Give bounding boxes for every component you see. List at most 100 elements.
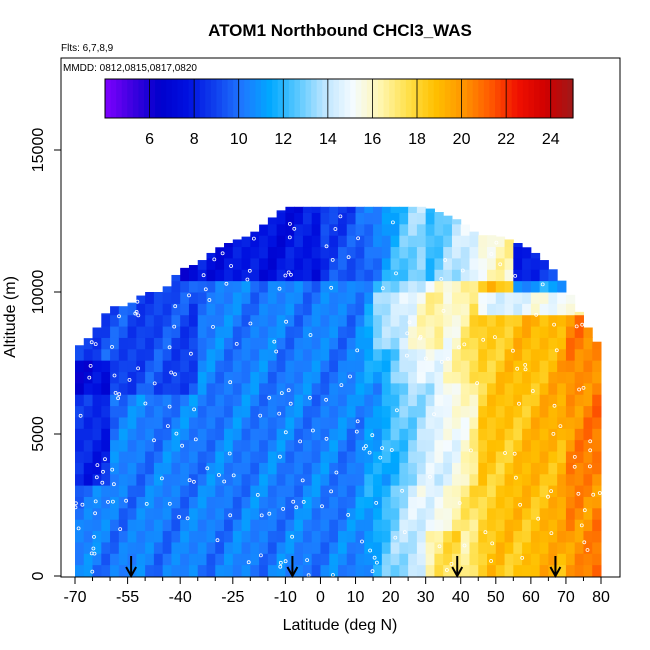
heat-cell [171, 274, 181, 282]
heat-cell [206, 473, 216, 486]
sample-point [283, 559, 288, 564]
heat-cell [592, 394, 602, 407]
colorbar-segment [127, 79, 134, 118]
heat-cell [399, 519, 409, 532]
heat-cell [399, 348, 409, 361]
heat-cell [434, 269, 444, 282]
heat-cell [110, 337, 120, 350]
heat-cell [364, 507, 374, 520]
heat-cell [346, 507, 357, 520]
heat-cell [320, 212, 330, 225]
heat-cell [539, 485, 549, 497]
heat-cell [276, 473, 286, 486]
heat-cell [294, 269, 304, 282]
heat-cell [171, 541, 181, 554]
sample-point [78, 413, 83, 418]
heat-cell [267, 303, 278, 316]
sample-point [267, 395, 272, 400]
heat-cell [530, 348, 541, 361]
colorbar-segment [422, 79, 429, 118]
heat-cell [302, 519, 313, 532]
heat-cell [381, 212, 392, 225]
heat-cell [145, 462, 155, 475]
sample-point [277, 286, 282, 291]
heat-cell [557, 462, 567, 475]
heat-cell [250, 360, 260, 373]
heat-cell [259, 371, 269, 384]
heat-cell [338, 416, 348, 429]
heat-cell [548, 530, 558, 543]
sample-point [552, 403, 557, 408]
sample-point [370, 569, 375, 574]
heat-cell [302, 530, 313, 543]
heat-cell [311, 405, 321, 418]
heat-cell [250, 292, 260, 304]
heat-cell [302, 541, 313, 554]
heat-cell [592, 473, 602, 486]
heat-cell [381, 496, 392, 509]
heat-cell [329, 303, 339, 316]
heat-cell [329, 235, 339, 248]
heat-cell [311, 462, 321, 475]
heat-cell [390, 337, 400, 350]
heat-cell [539, 371, 549, 384]
heat-cell [539, 360, 549, 373]
heat-cell [425, 382, 435, 395]
sample-point [374, 500, 379, 505]
heat-cell [241, 428, 251, 441]
heat-cell [495, 485, 506, 497]
heat-cell [136, 295, 146, 304]
heat-cell [232, 473, 243, 486]
heat-cell [83, 394, 94, 407]
heat-cell [504, 292, 514, 304]
heat-cell [478, 348, 488, 361]
heat-cell [539, 519, 549, 532]
sample-point [368, 548, 373, 553]
heat-cell [381, 223, 392, 236]
heat-cell [478, 507, 488, 520]
heat-cell [259, 280, 269, 293]
heat-cell [460, 530, 470, 543]
sample-point [288, 272, 293, 277]
heat-cell [101, 496, 111, 509]
heat-cell [469, 231, 479, 236]
heat-cell [197, 260, 207, 270]
heat-cell [504, 462, 514, 475]
heat-cell [136, 382, 146, 395]
heat-cell [548, 405, 558, 418]
heat-cell [127, 314, 137, 327]
heat-cell [513, 257, 523, 270]
heat-cell [215, 382, 225, 395]
heat-cell [171, 507, 181, 520]
sample-point [402, 530, 407, 535]
heat-cell [434, 462, 444, 475]
heat-cell [329, 564, 339, 577]
heat-cell [241, 269, 251, 282]
heat-cell [416, 280, 427, 293]
colorbar-segment [355, 79, 362, 118]
heat-cell [320, 439, 330, 452]
heat-cell [250, 541, 260, 554]
heat-cell [373, 541, 383, 554]
heat-cell [83, 360, 94, 373]
sample-point [390, 220, 395, 225]
heat-cell [241, 292, 251, 304]
heat-cell [530, 462, 541, 475]
heat-cell [285, 382, 295, 395]
sample-point [324, 244, 329, 249]
heat-cell [206, 462, 216, 475]
heat-cell [495, 473, 506, 486]
heat-cell [373, 280, 383, 293]
sample-point [298, 439, 303, 444]
heat-cell [329, 348, 339, 361]
heat-cell [101, 405, 111, 418]
heat-cell [320, 507, 330, 520]
heat-cell [250, 231, 260, 236]
heat-cell [83, 564, 94, 577]
heat-cell [215, 451, 225, 463]
heat-cell [276, 314, 286, 327]
heat-cell [171, 303, 181, 316]
heat-cell [110, 405, 120, 418]
heat-cell [232, 553, 243, 566]
heat-cell [320, 564, 330, 577]
